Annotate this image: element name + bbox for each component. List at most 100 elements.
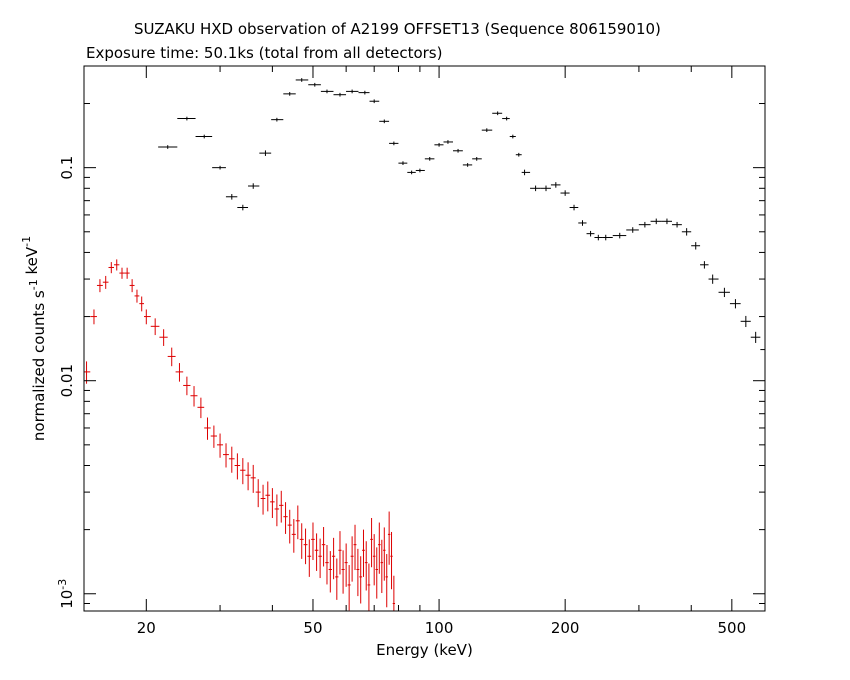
- data-point: [119, 267, 125, 279]
- data-point: [550, 182, 561, 188]
- data-point: [102, 275, 109, 289]
- data-point: [472, 157, 482, 161]
- data-point: [195, 134, 213, 139]
- data-point: [389, 141, 399, 146]
- data-point: [308, 82, 321, 87]
- data-point: [333, 92, 347, 97]
- data-point: [521, 169, 531, 176]
- data-point: [650, 218, 662, 225]
- data-point: [84, 361, 91, 384]
- y-tick-label: 10-3: [56, 579, 76, 609]
- data-point: [760, 343, 766, 357]
- data-point: [362, 529, 365, 577]
- y-tick-label: 0.01: [58, 364, 76, 397]
- data-point: [279, 490, 284, 523]
- data-point: [407, 170, 416, 175]
- data-point: [250, 464, 256, 493]
- data-point: [299, 523, 304, 559]
- data-point: [369, 99, 380, 104]
- data-point: [265, 481, 271, 512]
- x-tick-label: 200: [551, 619, 580, 637]
- data-point: [234, 453, 241, 480]
- data-point: [320, 89, 334, 94]
- data-point: [398, 161, 408, 166]
- data-point: [729, 299, 741, 309]
- series-pin: [84, 259, 396, 611]
- data-point: [681, 228, 692, 236]
- data-point: [240, 458, 246, 485]
- data-point: [183, 376, 191, 396]
- data-point: [481, 128, 493, 133]
- data-point: [150, 318, 160, 336]
- data-point: [380, 539, 384, 594]
- data-point: [96, 279, 103, 293]
- data-series-layer: [84, 78, 766, 611]
- data-point: [341, 550, 345, 594]
- data-point: [259, 150, 272, 156]
- data-point: [540, 185, 551, 192]
- plot-frame: [83, 65, 766, 612]
- data-point: [335, 558, 339, 600]
- data-point: [385, 554, 388, 608]
- data-point: [462, 163, 473, 167]
- data-point: [287, 509, 292, 544]
- data-point: [225, 194, 238, 200]
- data-point: [718, 287, 730, 298]
- data-point: [190, 386, 198, 407]
- data-point: [434, 142, 444, 147]
- data-point: [216, 433, 224, 458]
- data-point: [452, 148, 463, 153]
- y-axis-label: normalized counts s-1 keV-1: [20, 236, 48, 441]
- x-tick-label: 20: [137, 619, 156, 637]
- data-point: [331, 537, 336, 580]
- data-point: [700, 261, 709, 269]
- data-point: [586, 230, 595, 237]
- data-point: [638, 221, 651, 228]
- data-point: [370, 517, 373, 568]
- data-point: [197, 397, 205, 419]
- data-point: [270, 488, 275, 518]
- data-point: [661, 218, 673, 225]
- data-point: [177, 116, 196, 121]
- data-point: [672, 221, 682, 228]
- axis-ticks: 20 50 100 200 500 0.1 0.01 10-3: [56, 66, 765, 637]
- data-point: [114, 259, 120, 271]
- data-point: [569, 204, 579, 211]
- data-point: [509, 134, 516, 139]
- data-point: [367, 563, 371, 611]
- data-point: [415, 168, 425, 173]
- data-point: [274, 494, 280, 527]
- data-point: [248, 183, 260, 189]
- data-point: [223, 443, 229, 468]
- data-point: [390, 531, 393, 590]
- data-point: [139, 296, 144, 312]
- data-point: [158, 145, 178, 149]
- data-point: [255, 479, 261, 508]
- data-point: [260, 484, 266, 515]
- data-point: [392, 575, 396, 611]
- data-point: [283, 502, 288, 534]
- data-point: [594, 234, 603, 241]
- x-axis-label: Energy (keV): [376, 641, 473, 659]
- data-point: [321, 527, 326, 567]
- data-point: [204, 417, 211, 440]
- data-point: [134, 289, 140, 303]
- data-point: [578, 220, 587, 226]
- data-point: [708, 274, 719, 284]
- data-point: [424, 157, 435, 161]
- data-point: [325, 544, 329, 585]
- data-point: [129, 279, 135, 293]
- data-point: [502, 116, 510, 121]
- data-point: [295, 505, 300, 540]
- data-point: [90, 309, 97, 325]
- data-point: [228, 446, 235, 473]
- data-point: [124, 267, 130, 279]
- x-tick-label: 500: [718, 619, 747, 637]
- data-point: [159, 329, 168, 346]
- data-point: [383, 527, 386, 581]
- data-point: [560, 190, 570, 196]
- x-tick-label: 50: [303, 619, 322, 637]
- data-point: [740, 315, 751, 328]
- data-point: [378, 522, 381, 574]
